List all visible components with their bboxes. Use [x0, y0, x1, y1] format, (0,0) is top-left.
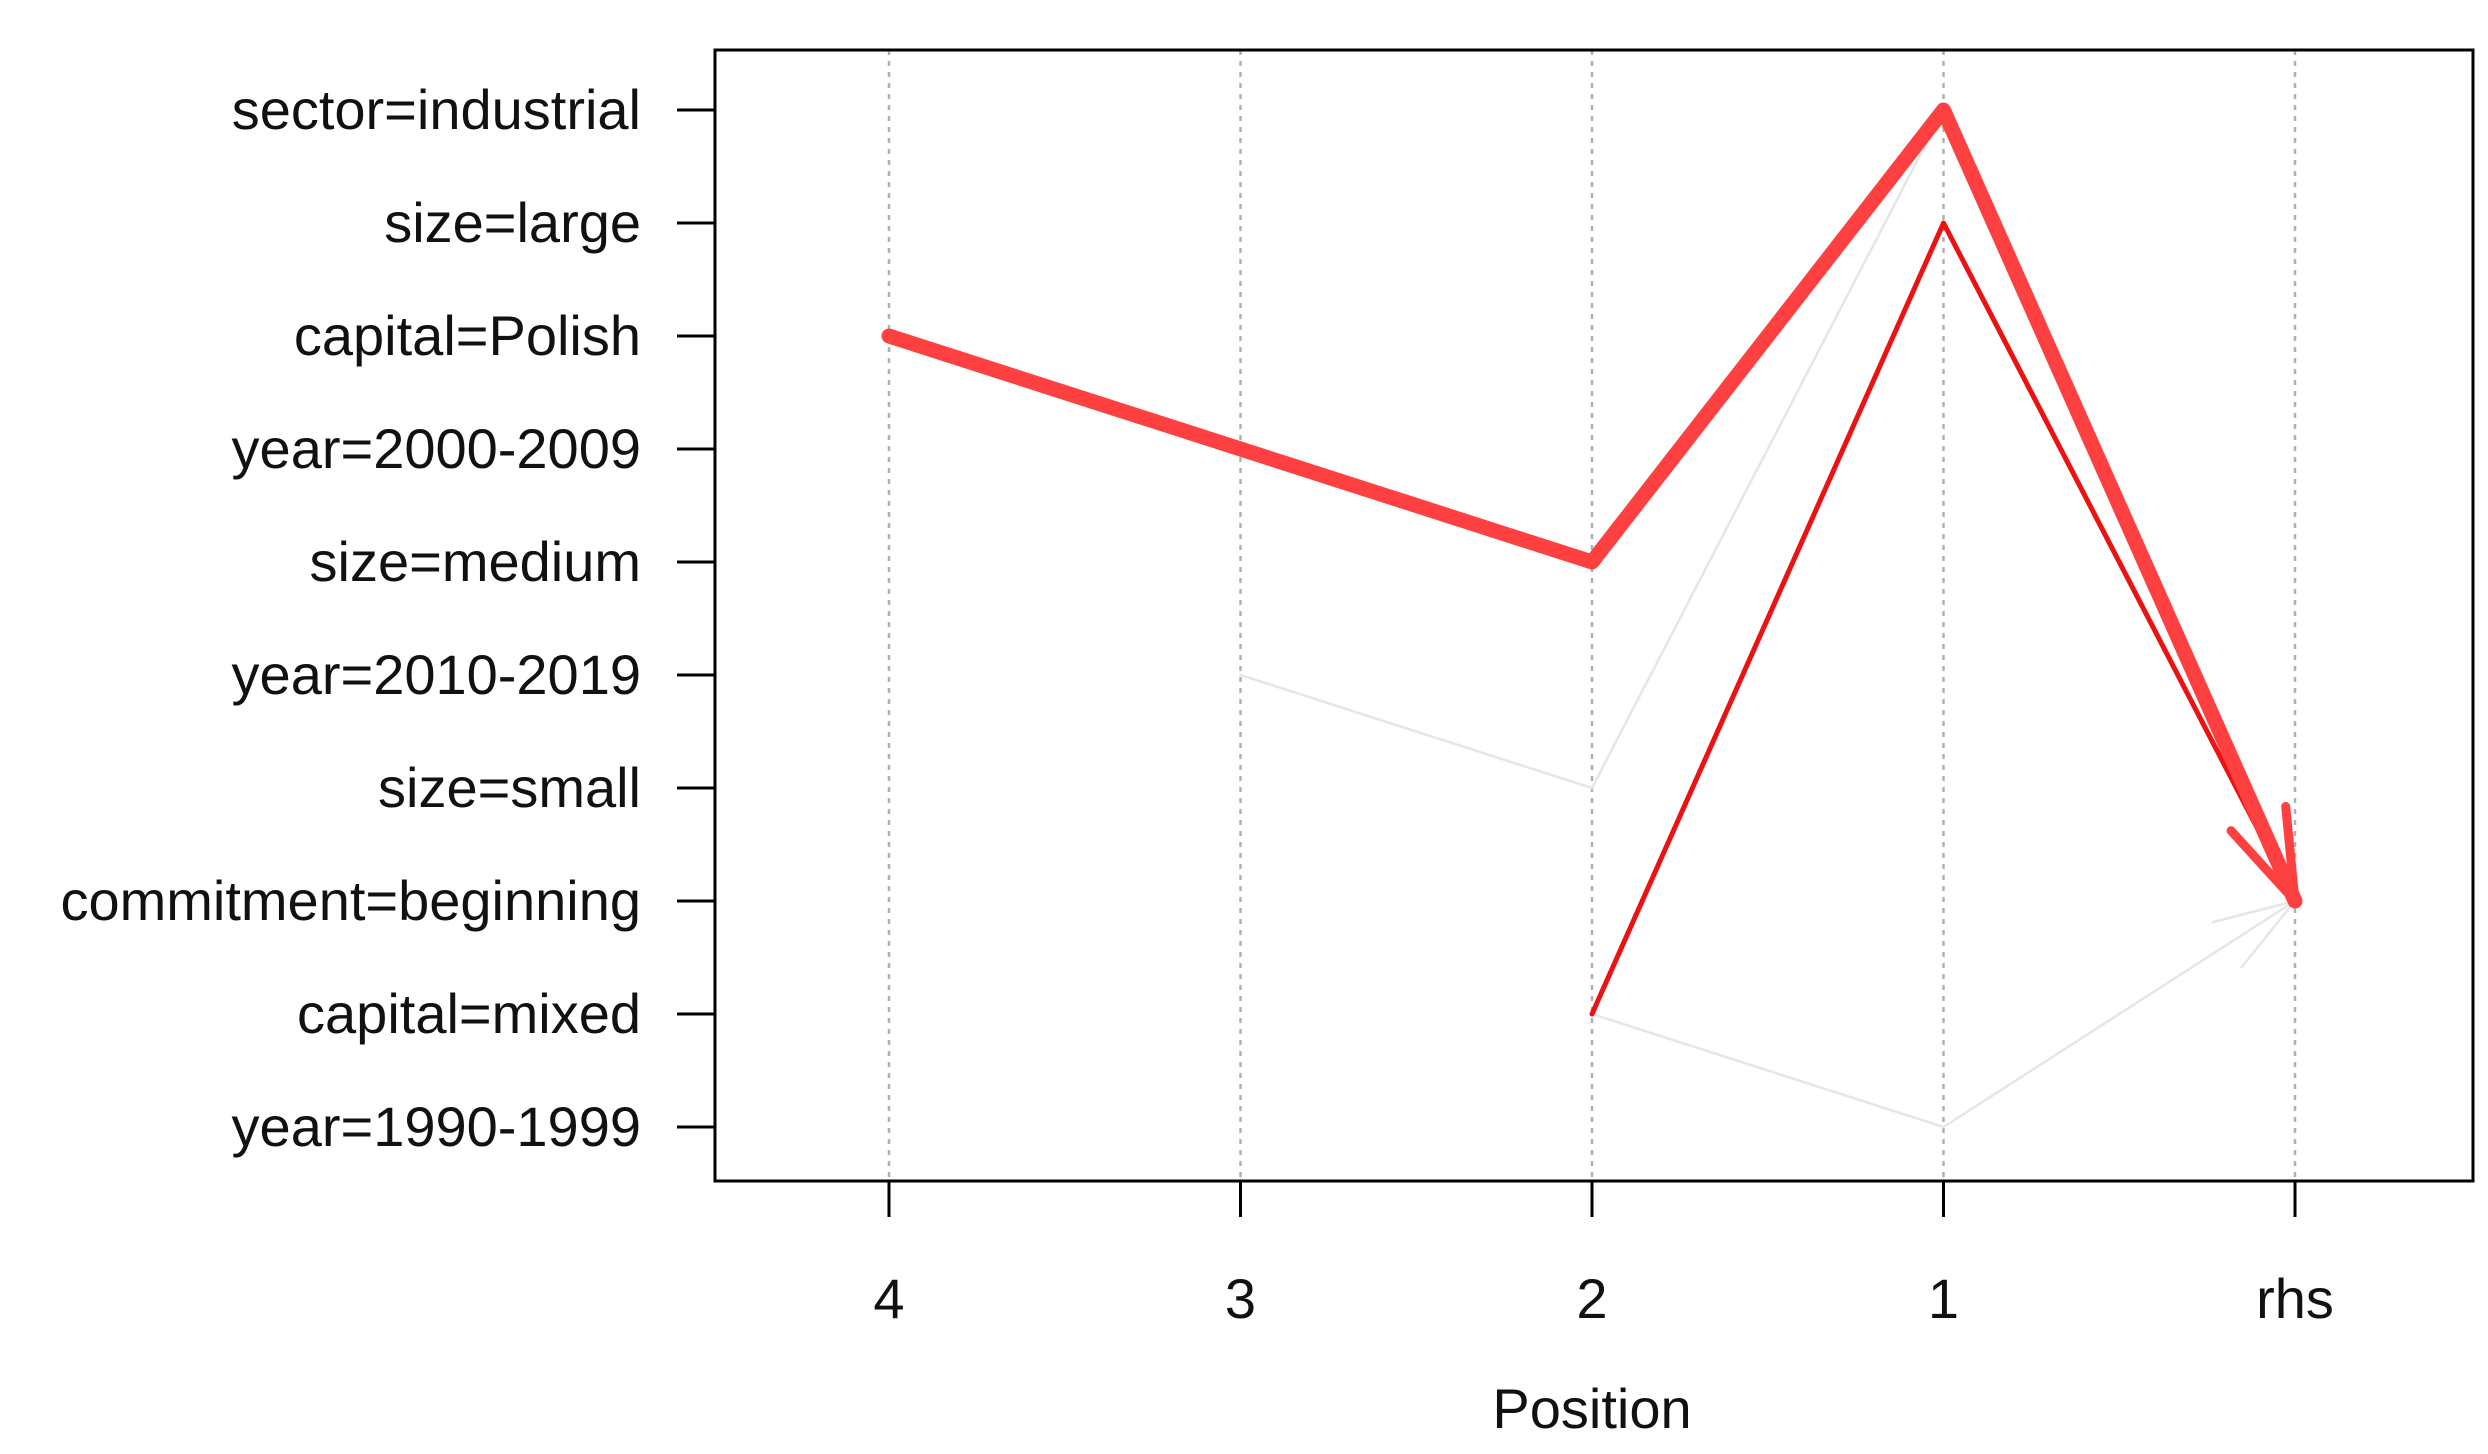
y-tick-label: sector=industrial	[232, 78, 641, 141]
x-tick-label: rhs	[2256, 1267, 2334, 1330]
grid-lines	[887, 50, 2297, 1181]
y-tick-label: capital=Polish	[294, 304, 641, 367]
x-axis: 4 3 2 1 rhs	[873, 1181, 2334, 1330]
y-axis: sector=industrial size=large capital=Polis…	[60, 78, 715, 1158]
y-tick-label: year=2010-2019	[232, 643, 641, 706]
y-tick-label: year=2000-2009	[232, 417, 641, 480]
y-tick-label: size=medium	[310, 530, 641, 593]
x-tick-label: 4	[873, 1267, 904, 1330]
rule-line	[1239, 108, 1945, 790]
rule-lines	[881, 102, 2303, 1129]
x-tick-label: 1	[1928, 1267, 1959, 1330]
rule-arrowhead	[2211, 899, 2297, 969]
x-tick-label: 3	[1225, 1267, 1256, 1330]
y-tick-label: size=large	[384, 191, 641, 254]
y-tick-label: commitment=beginning	[60, 869, 641, 932]
rule-line	[1589, 220, 2298, 1017]
x-tick-label: 2	[1576, 1267, 1607, 1330]
rule-line	[1590, 899, 2297, 1129]
y-tick-label: capital=mixed	[297, 982, 641, 1045]
x-axis-title: Position	[1492, 1377, 1691, 1440]
rule-line	[881, 102, 2303, 909]
rule-arrowhead	[2226, 801, 2300, 906]
y-tick-label: size=small	[378, 756, 641, 819]
plot-frame	[713, 48, 2475, 1183]
y-tick-label: year=1990-1999	[232, 1095, 641, 1158]
